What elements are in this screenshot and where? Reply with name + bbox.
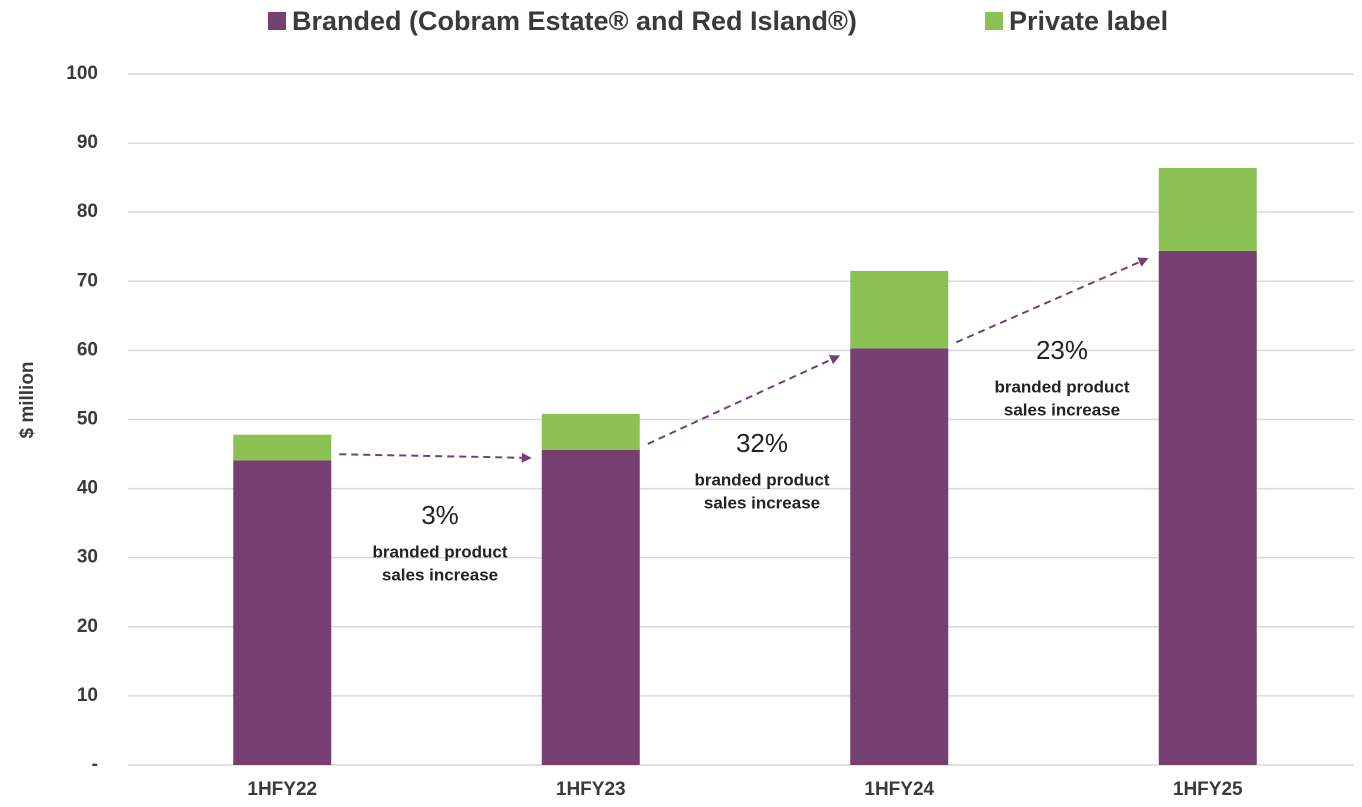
- trend-arrow: [955, 257, 1149, 344]
- annotation-text: branded product: [694, 470, 829, 489]
- legend-label: Branded (Cobram Estate® and Red Island®): [292, 6, 857, 36]
- legend-swatch: [985, 12, 1003, 30]
- x-tick-label: 1HFY23: [556, 779, 626, 800]
- bar-segment: [541, 449, 640, 765]
- legend-label: Private label: [1009, 6, 1168, 36]
- bar-segment: [233, 460, 332, 765]
- x-tick-label: 1HFY24: [864, 779, 934, 800]
- x-tick-label: 1HFY25: [1173, 779, 1243, 800]
- legend-swatch: [268, 12, 286, 30]
- bar-segment: [850, 270, 949, 349]
- annotation-text: sales increase: [704, 493, 820, 512]
- annotation-text: branded product: [994, 377, 1129, 396]
- bar-segment: [233, 434, 332, 461]
- y-tick-label: 40: [77, 478, 98, 499]
- x-tick-label: 1HFY22: [247, 779, 317, 800]
- annotation-value: 23%: [1036, 335, 1088, 365]
- annotation-value: 3%: [421, 500, 459, 530]
- y-tick-label: 10: [77, 685, 98, 706]
- y-tick-label: -: [92, 754, 98, 775]
- y-tick-label: 60: [77, 339, 98, 360]
- trend-arrow: [339, 452, 532, 463]
- y-tick-label: 80: [77, 201, 98, 222]
- annotation-text: branded product: [372, 542, 507, 561]
- annotation-value: 32%: [736, 428, 788, 458]
- annotation-text: sales increase: [382, 565, 498, 584]
- bar-segment: [541, 413, 640, 450]
- trend-arrow: [647, 355, 841, 445]
- y-tick-label: 70: [77, 270, 98, 291]
- bar-segment: [850, 348, 949, 765]
- annotation-text: sales increase: [1004, 400, 1120, 419]
- y-tick-label: 100: [66, 63, 98, 84]
- bar-segment: [1158, 250, 1257, 765]
- y-tick-label: 90: [77, 132, 98, 153]
- y-tick-label: 50: [77, 409, 98, 430]
- y-axis-label: $ million: [17, 361, 38, 438]
- y-tick-label: 20: [77, 616, 98, 637]
- y-tick-label: 30: [77, 547, 98, 568]
- bar-segment: [1158, 167, 1257, 251]
